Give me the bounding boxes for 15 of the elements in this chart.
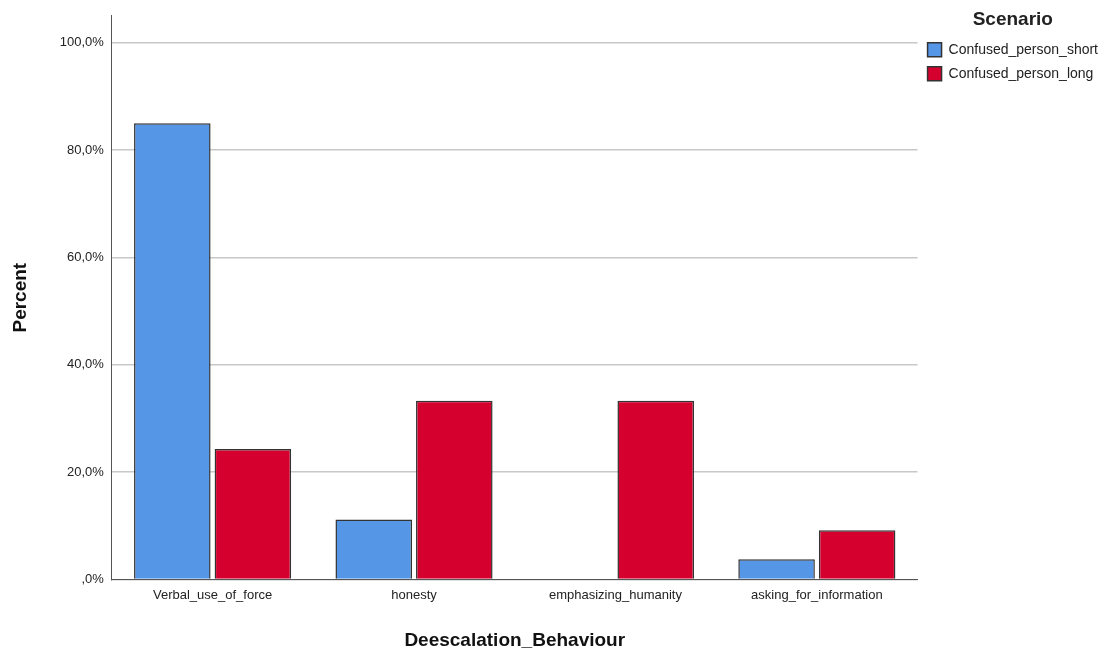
x-axis-title: Deescalation_Behaviour xyxy=(404,628,626,650)
y-tick-label: 100,0% xyxy=(59,34,105,50)
x-tick-label: emphasizing_humanity xyxy=(548,586,683,602)
legend-label: Confused_person_short xyxy=(948,40,1099,57)
y-tick-label: 20,0% xyxy=(67,463,105,479)
x-tick-label: asking_for_information xyxy=(751,586,883,602)
x-tick-label: Verbal_use_of_force xyxy=(152,586,273,602)
legend-title: Scenario xyxy=(972,7,1053,29)
y-tick-label: 80,0% xyxy=(67,141,105,157)
y-tick-label: ,0% xyxy=(81,571,105,587)
legend-label: Confused_person_long xyxy=(948,64,1094,81)
y-axis-title: Percent xyxy=(8,262,30,333)
y-tick-label: 60,0% xyxy=(67,249,105,265)
y-tick-label: 40,0% xyxy=(67,356,105,372)
x-tick-label: honesty xyxy=(391,586,438,602)
